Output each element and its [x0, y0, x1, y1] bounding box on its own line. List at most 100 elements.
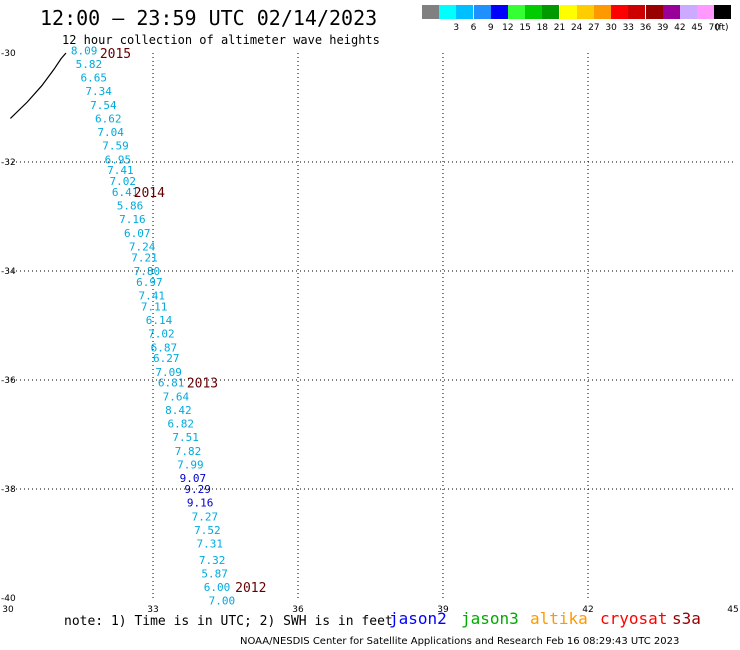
lon-tick-label: 30: [2, 605, 14, 615]
swh-observation: 5.82: [76, 58, 103, 71]
year-label: 2015: [100, 47, 131, 62]
swh-observation: 7.41: [139, 290, 166, 303]
satellite-jason2: jason2: [389, 609, 447, 628]
legend-swatch: [680, 5, 697, 19]
legend-swatch: [508, 5, 525, 19]
legend-label: 15: [519, 23, 531, 33]
swh-observation: 7.09: [155, 366, 182, 379]
swh-observation: 7.99: [177, 458, 204, 471]
legend-label: 42: [674, 23, 686, 33]
lon-tick-label: 39: [437, 605, 449, 615]
legend-swatch: [456, 5, 474, 19]
legend-label: 21: [553, 23, 566, 33]
lon-tick-label: 45: [727, 605, 738, 615]
legend-swatch: [645, 5, 663, 19]
swh-observation: 7.51: [172, 431, 199, 444]
lat-tick-label: -32: [1, 158, 16, 168]
swh-observation: 7.41: [107, 164, 134, 177]
swh-observation: 7.32: [199, 554, 226, 567]
lon-tick-label: 42: [582, 605, 593, 615]
lat-tick-label: -34: [1, 267, 16, 277]
legend-label: 6: [470, 23, 477, 33]
swh-observation: 7.04: [97, 126, 124, 139]
swh-observation: 5.87: [201, 567, 228, 580]
legend-label: 9: [487, 23, 494, 33]
legend-swatch: [525, 5, 543, 19]
legend-label: 45: [691, 23, 703, 33]
satellite-s3a: s3a: [672, 609, 701, 628]
legend-label: 70: [708, 23, 721, 33]
map-title: 12:00 – 23:59 UTC 02/14/2023: [40, 6, 378, 30]
swh-observation: 6.62: [95, 112, 122, 125]
lat-tick-label: -38: [1, 485, 16, 495]
swh-observation: 7.54: [90, 99, 117, 112]
legend-swatch: [714, 5, 732, 19]
swh-observation: 7.11: [141, 300, 168, 313]
swh-observation: 6.00: [204, 581, 231, 594]
legend-label: 33: [622, 23, 635, 33]
credit-line: NOAA/NESDIS Center for Satellite Applica…: [240, 636, 680, 647]
swh-observation: 7.82: [175, 445, 202, 458]
legend-swatch: [439, 5, 457, 19]
lon-tick-label: 36: [292, 605, 304, 615]
swh-observation: 6.87: [151, 341, 178, 354]
legend-swatch: [559, 5, 577, 19]
swh-observation: 7.31: [197, 538, 224, 551]
legend-label: 18: [536, 23, 549, 33]
swh-observation: 5.86: [117, 200, 144, 213]
swh-observation: 7.16: [119, 213, 145, 226]
year-label: 2012: [235, 581, 266, 596]
legend-swatch: [662, 5, 680, 19]
swh-observation: 7.02: [110, 175, 137, 188]
swh-observation: 7.52: [194, 524, 221, 537]
swh-observation: 6.07: [124, 227, 151, 240]
legend-swatch: [473, 5, 491, 19]
swh-observation: 6.97: [136, 276, 163, 289]
legend-label: 39: [656, 23, 669, 33]
map-subtitle: 12 hour collection of altimeter wave hei…: [62, 33, 380, 47]
lat-tick-label: -36: [1, 376, 16, 386]
lat-tick-label: -40: [1, 594, 16, 604]
year-label: 2013: [187, 377, 218, 392]
legend-label: 12: [502, 23, 514, 33]
swh-observation: 9.07: [180, 472, 207, 485]
legend-swatch: [697, 5, 715, 19]
legend-swatch: [422, 5, 439, 19]
satellite-cryosat: cryosat: [600, 609, 668, 628]
legend-units: (ft): [715, 23, 729, 33]
swh-observation: 7.02: [148, 328, 175, 341]
lon-tick-label: 33: [147, 605, 158, 615]
legend-label: 27: [588, 23, 600, 33]
swh-observation: 7.00: [209, 595, 236, 608]
legend-label: 30: [605, 23, 617, 33]
legend-label: 36: [639, 23, 652, 33]
swh-observation: 7.34: [85, 85, 112, 98]
legend-label: 24: [570, 23, 583, 33]
swh-observation: 6.81: [158, 377, 185, 390]
lat-tick-label: -30: [1, 49, 16, 59]
swh-observation: 9.29: [184, 483, 211, 496]
year-label: 2014: [134, 186, 165, 201]
swh-observation: 7.64: [163, 390, 190, 403]
swh-observation: 6.65: [81, 72, 108, 85]
legend-swatch: [628, 5, 646, 19]
swh-observation: 7.27: [192, 510, 219, 523]
footnote: note: 1) Time is in UTC; 2) SWH is in fe…: [64, 614, 393, 629]
swh-observation: 7.59: [102, 140, 129, 153]
legend-swatch: [594, 5, 611, 19]
swh-observation: 6.95: [105, 153, 131, 166]
legend-swatch: [611, 5, 629, 19]
legend-label: 3: [453, 23, 460, 33]
satellite-altika: altika: [530, 609, 588, 628]
swh-observation: 6.82: [168, 418, 195, 431]
swh-observation: 7.80: [134, 265, 161, 278]
swh-observation: 6.41: [112, 186, 138, 199]
legend-swatch: [542, 5, 560, 19]
coastline: [9, 52, 67, 119]
legend-swatch: [490, 5, 508, 19]
satellite-jason3: jason3: [461, 609, 519, 628]
legend-swatch: [576, 5, 594, 19]
swh-observation: 9.16: [187, 497, 214, 510]
swh-observation: 8.09: [71, 44, 98, 57]
